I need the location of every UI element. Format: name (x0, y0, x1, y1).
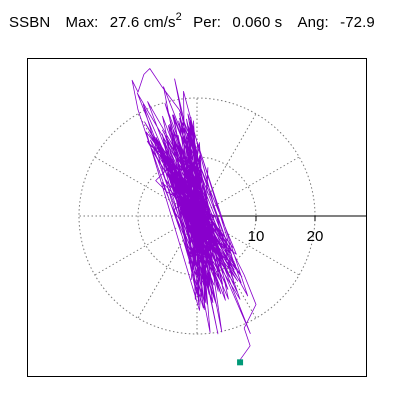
trace-path (131, 68, 257, 363)
ang-value: -72.9 (340, 14, 375, 31)
end-marker (237, 359, 244, 366)
station-name: SSBN (9, 14, 51, 31)
max-exponent: 2 (175, 11, 182, 23)
max-value: 27.6 cm/s2 (109, 11, 182, 32)
grid-spoke-30 (196, 156, 300, 217)
per-label: Per: (193, 14, 222, 31)
tick-label-10: 10 (248, 228, 265, 245)
per-value: 0.060 s (232, 14, 283, 31)
max-label: Max: (65, 14, 99, 31)
plot-frame (27, 58, 367, 377)
reference-axis: 10 20 (197, 215, 366, 245)
particle-motion-trace (131, 68, 257, 363)
end-point-marker (237, 359, 244, 366)
max-value-number: 27.6 cm/s (109, 14, 176, 31)
ang-label: Ang: (297, 14, 329, 31)
chart-title: SSBN Max: 27.6 cm/s2 Per: 0.060 s Ang: -… (9, 11, 375, 36)
tick-label-20: 20 (307, 228, 324, 245)
